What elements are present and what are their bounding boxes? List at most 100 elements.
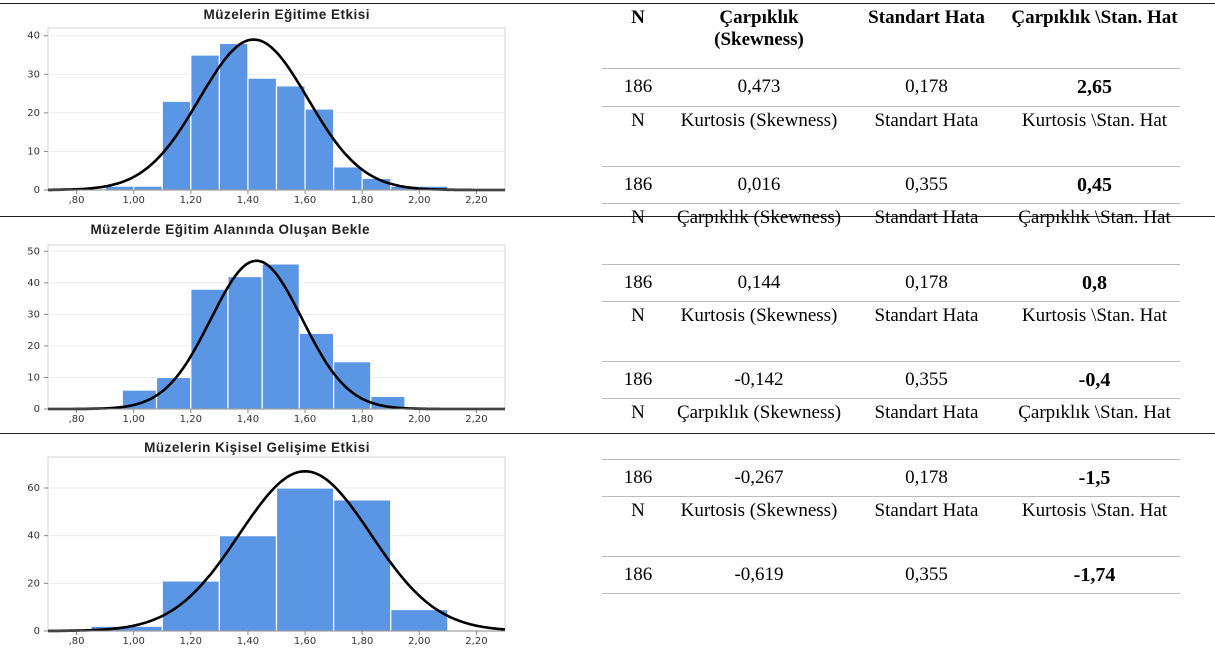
histogram-bar [161, 580, 220, 632]
x-tick-label: 2,20 [465, 414, 487, 424]
y-tick-label: 30 [27, 309, 40, 320]
histogram-bar [261, 263, 300, 410]
x-tick-label: 1,00 [123, 414, 145, 424]
histogram-bar [361, 177, 392, 191]
x-tick-label: 1,20 [180, 195, 202, 206]
kurt-ratio-header: Kurtosis \Stan. Hat [1021, 499, 1168, 521]
y-tick-label: 40 [27, 278, 40, 289]
histogram-kisisel-gelisime-etkisi: Müzelerin Kişisel Gelişime Etkisi 0 20 40 60… [0, 437, 510, 647]
x-tick-label: ,80 [69, 195, 85, 206]
n-value: 186 [602, 360, 674, 399]
y-tick-label: 20 [27, 108, 40, 119]
x-tick-label: 1,40 [237, 195, 259, 206]
std-error-header: Standart Hata [868, 7, 985, 28]
y-tick-label: 50 [27, 246, 40, 257]
kurt-ratio-header: Kurtosis \Stan. Hat [1021, 304, 1168, 326]
x-tick-label: 1,60 [294, 636, 316, 647]
histogram-bar [161, 100, 192, 191]
std-error-header: Standart Hata [874, 206, 979, 228]
std-error-value: 0,178 [844, 67, 1009, 107]
normal-curve [48, 38, 505, 192]
kurt-ratio-value: 0,45 [1009, 165, 1180, 204]
kurtosis-value: -0,142 [674, 360, 844, 399]
y-tick-label: 0 [34, 404, 40, 415]
y-tick-label: 60 [27, 483, 40, 494]
y-tick-label: 20 [27, 578, 40, 589]
x-tick-label: 1,00 [123, 636, 145, 647]
histogram-svg: Müzelerin Kişisel Gelişime Etkisi 0 20 40 60… [27, 440, 506, 647]
std-error-header: Standart Hata [874, 304, 979, 326]
histogram-bar [275, 487, 335, 632]
std-error-header: Standart Hata [874, 401, 979, 423]
x-tick-label: 2,20 [465, 636, 487, 647]
kurtosis-value: 0,016 [674, 165, 844, 204]
std-error-value: 0,355 [844, 360, 1009, 399]
x-tick-label: 2,00 [408, 195, 430, 206]
kurtosis-value: -0,619 [674, 555, 844, 594]
n-header: N [631, 109, 645, 131]
y-tick-label: 30 [27, 69, 40, 80]
histogram-bar [247, 77, 278, 191]
kurt-header-row: N Kurtosis (Skewness) Standart Hata Kurt… [602, 496, 1180, 556]
x-tick-label: ,80 [69, 414, 85, 424]
section-divider [0, 433, 1215, 434]
histogram-bar [275, 85, 306, 191]
histogram-bar [190, 54, 220, 191]
skewness-header: Çarpıklık (Skewness) [676, 401, 842, 423]
kurt-value-row: 186 -0,619 0,355 -1,74 [602, 555, 1180, 594]
chart-title: Müzelerin Eğitime Etkisi [203, 7, 370, 22]
skewness-header: Çarpıklık (Skewness) [714, 7, 804, 50]
kurtosis-header: Kurtosis (Skewness) [680, 109, 838, 131]
skew-ratio-value: -1,5 [1009, 458, 1180, 497]
n-header: N [631, 206, 645, 228]
std-error-value: 0,178 [844, 458, 1009, 497]
skew-ratio-value: 0,8 [1009, 263, 1180, 302]
n-header: N [631, 499, 645, 521]
kurtosis-header: Kurtosis (Skewness) [680, 499, 838, 521]
x-tick-label: 1,20 [180, 636, 202, 647]
x-tick-label: 1,00 [123, 195, 145, 206]
histogram-bar [227, 275, 263, 410]
histogram-bar [333, 361, 372, 410]
y-tick-label: 0 [34, 626, 40, 637]
y-tick-label: 10 [27, 146, 40, 157]
x-tick-label: 1,80 [351, 195, 373, 206]
skew-value-row: 186 0,473 0,178 2,65 [602, 67, 1180, 107]
x-tick-label: 2,00 [408, 636, 430, 647]
histogram-egitim-alaninda-beklenti: Müzelerde Eğitim Alanında Oluşan Bekle 0 1… [0, 219, 510, 424]
histogram-svg: Müzelerde Eğitim Alanında Oluşan Bekle 0 1… [27, 222, 506, 424]
kurt-ratio-header: Kurtosis \Stan. Hat [1021, 109, 1168, 131]
histogram-egitime-etkisi: Müzelerin Eğitime Etkisi 0 10 20 30 40 ,80 1,00… [0, 4, 510, 206]
histogram-bar [133, 185, 163, 191]
n-value: 186 [602, 165, 674, 204]
x-tick-label: 1,40 [237, 636, 259, 647]
y-tick-label: 40 [27, 531, 40, 542]
skew-header-row: N Çarpıklık (Skewness) Standart Hata Çar… [602, 203, 1180, 264]
kurtosis-header: Kurtosis (Skewness) [680, 304, 838, 326]
skew-header-row: N Çarpıklık (Skewness) Standart Hata Çar… [602, 398, 1180, 459]
std-error-value: 0,355 [844, 165, 1009, 204]
skew-ratio-value: 2,65 [1009, 67, 1180, 107]
skewness-header: Çarpıklık (Skewness) [676, 206, 842, 228]
skew-header-row: N Çarpıklık (Skewness) Standart Hata Çar… [602, 4, 1180, 68]
top-rule [0, 3, 1215, 4]
chart-title: Müzelerin Kişisel Gelişime Etkisi [144, 440, 370, 455]
normality-stats-table: N Çarpıklık (Skewness) Standart Hata Çar… [602, 4, 1180, 594]
y-tick-label: 0 [34, 185, 40, 196]
skewness-value: 0,144 [674, 263, 844, 302]
section-divider [0, 216, 1215, 217]
std-error-value: 0,355 [844, 555, 1009, 594]
std-error-header: Standart Hata [874, 109, 979, 131]
x-tick-label: 1,80 [351, 414, 373, 424]
n-value: 186 [602, 555, 674, 594]
x-tick-label: 2,00 [408, 414, 430, 424]
x-tick-label: 1,20 [180, 414, 202, 424]
n-header: N [631, 401, 645, 423]
n-value: 186 [602, 458, 674, 497]
skew-value-row: 186 -0,267 0,178 -1,5 [602, 458, 1180, 497]
n-header: N [631, 7, 645, 28]
y-tick-label: 40 [27, 31, 40, 42]
chart-title: Müzelerde Eğitim Alanında Oluşan Bekle [90, 222, 370, 237]
x-tick-label: 1,80 [351, 636, 373, 647]
skew-ratio-header: Çarpıklık \Stan. Hat [1018, 401, 1171, 423]
